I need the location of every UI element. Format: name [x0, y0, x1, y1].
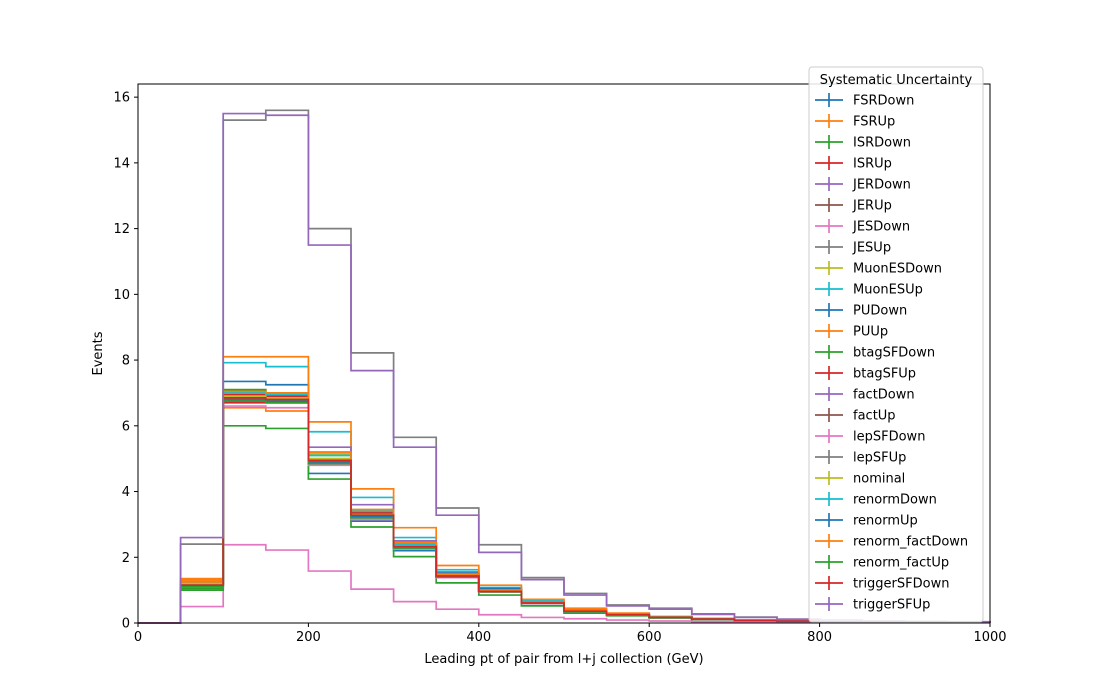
y-axis-label: Events — [91, 331, 106, 375]
legend-item: btagSFUp — [815, 366, 916, 382]
legend-label: btagSFDown — [853, 346, 935, 361]
legend-label: renorm_factDown — [853, 535, 968, 550]
legend-item: triggerSFUp — [815, 597, 930, 613]
legend-item: FSRUp — [815, 114, 895, 130]
legend-label: factUp — [853, 409, 896, 424]
legend-item: renorm_factDown — [815, 534, 968, 550]
legend-item: ISRDown — [815, 135, 911, 151]
y-tick-label: 14 — [113, 156, 130, 171]
x-tick-label: 200 — [296, 630, 321, 645]
legend-item: btagSFDown — [815, 345, 935, 361]
legend-item: triggerSFDown — [815, 576, 949, 592]
legend-item: FSRDown — [815, 93, 914, 109]
legend-label: FSRDown — [853, 94, 914, 109]
y-tick-label: 8 — [122, 354, 130, 369]
legend-label: PUDown — [853, 304, 907, 319]
legend-item: PUUp — [815, 324, 888, 340]
y-axis: 0 2 4 6 8 10 12 14 16 — [113, 91, 138, 632]
legend-title: Systematic Uncertainty — [820, 73, 973, 88]
legend-label: renormDown — [853, 493, 937, 508]
legend-label: ISRUp — [853, 157, 892, 172]
legend-label: PUUp — [853, 325, 888, 340]
y-tick-label: 2 — [122, 551, 130, 566]
legend-item: renormDown — [815, 492, 937, 508]
y-tick-label: 6 — [122, 419, 130, 434]
legend: Systematic Uncertainty FSRDown FSRUp ISRDo… — [808, 66, 984, 623]
x-tick-label: 0 — [134, 630, 142, 645]
x-axis: 0 200 400 600 800 1000 — [134, 623, 1007, 645]
y-tick-label: 10 — [113, 288, 130, 303]
legend-label: JERDown — [852, 178, 911, 193]
y-tick-label: 0 — [122, 617, 130, 632]
axes-frame — [137, 83, 991, 624]
y-tick-label: 4 — [122, 485, 130, 500]
x-tick-label: 800 — [807, 630, 832, 645]
legend-item: JERUp — [815, 198, 892, 214]
legend-label: JESDown — [852, 220, 910, 235]
legend-label: renormUp — [853, 514, 918, 529]
legend-item: factUp — [815, 408, 896, 424]
legend-label: renorm_factUp — [853, 556, 949, 571]
legend-items: FSRDown FSRUp ISRDown ISRUp JERDown JERUp JESD… — [815, 93, 968, 613]
legend-label: triggerSFDown — [853, 577, 949, 592]
legend-label: JESUp — [852, 241, 891, 256]
legend-item: MuonESUp — [815, 282, 923, 298]
x-tick-label: 1000 — [973, 630, 1006, 645]
legend-item: JESUp — [815, 240, 891, 256]
legend-label: btagSFUp — [853, 367, 916, 382]
legend-item: MuonESDown — [815, 261, 942, 277]
x-tick-label: 400 — [466, 630, 491, 645]
legend-item: ISRUp — [815, 156, 892, 172]
legend-label: FSRUp — [853, 115, 895, 130]
legend-label: MuonESUp — [853, 283, 923, 298]
y-tick-label: 16 — [113, 91, 130, 106]
legend-label: nominal — [853, 472, 905, 487]
legend-item: renorm_factUp — [815, 555, 949, 571]
legend-item: factDown — [815, 387, 915, 403]
legend-item: renormUp — [815, 513, 918, 529]
legend-label: JERUp — [852, 199, 892, 214]
y-tick-label: 12 — [113, 222, 130, 237]
legend-item: JESDown — [815, 219, 910, 235]
legend-label: lepSFUp — [853, 451, 906, 466]
legend-box — [808, 66, 984, 623]
legend-label: factDown — [853, 388, 915, 403]
x-tick-label: 600 — [637, 630, 662, 645]
legend-label: MuonESDown — [853, 262, 942, 277]
legend-item: nominal — [815, 471, 905, 487]
legend-label: lepSFDown — [853, 430, 925, 445]
legend-label: triggerSFUp — [853, 598, 930, 613]
legend-item: JERDown — [815, 177, 911, 193]
legend-label: ISRDown — [853, 136, 911, 151]
legend-item: lepSFUp — [815, 450, 906, 466]
x-axis-label: Leading pt of pair from l+j collection (… — [424, 652, 703, 667]
legend-item: lepSFDown — [815, 429, 925, 445]
legend-item: PUDown — [815, 303, 907, 319]
